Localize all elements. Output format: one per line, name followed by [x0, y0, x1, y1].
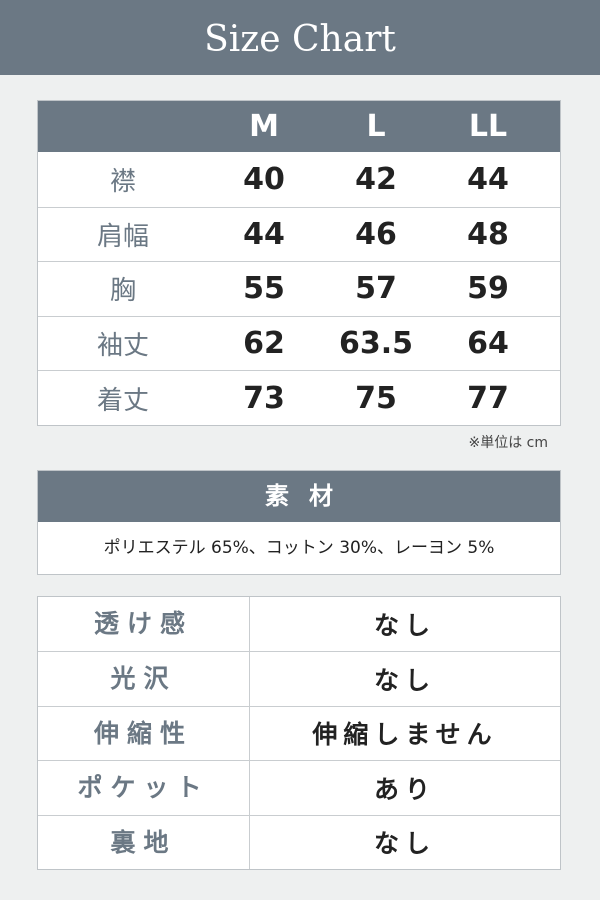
size-value: 59: [467, 271, 509, 307]
size-ll: LL: [468, 109, 508, 144]
material-heading: 素材: [38, 471, 560, 522]
property-value: なし: [373, 829, 436, 859]
size-value: 57: [355, 271, 397, 307]
table-row: 胸 55 57 59: [38, 261, 560, 316]
material-box: 素材 ポリエステル 65%、コットン 30%、レーヨン 5%: [37, 470, 561, 575]
property-label: 伸縮性: [38, 706, 250, 761]
unit-note: ※単位は cm: [468, 435, 548, 451]
property-row: ポケット あり: [38, 760, 560, 815]
row-label: 袖丈: [96, 331, 149, 362]
table-row: 着丈 73 75 77: [38, 370, 560, 425]
size-m: M: [249, 109, 279, 144]
property-row: 裏地 なし: [38, 814, 560, 869]
property-label: 透け感: [38, 597, 250, 652]
row-label: 襟: [109, 166, 136, 197]
property-value: あり: [373, 774, 436, 804]
property-value: なし: [373, 666, 436, 696]
property-row: 透け感 なし: [38, 597, 560, 652]
material-text: ポリエステル 65%、コットン 30%、レーヨン 5%: [103, 538, 495, 558]
property-label: ポケット: [38, 761, 250, 815]
page-title: Size Chart: [0, 0, 600, 75]
size-value: 75: [355, 380, 397, 416]
property-label: 光沢: [38, 652, 250, 706]
table-row: 肩幅 44 46 48: [38, 206, 560, 262]
row-label: 着丈: [96, 385, 149, 416]
size-value: 63.5: [338, 326, 414, 362]
size-value: 62: [243, 326, 285, 362]
size-value: 48: [467, 216, 509, 252]
property-row: 光沢 なし: [38, 651, 560, 706]
size-value: 73: [243, 380, 285, 416]
size-l: L: [366, 109, 386, 144]
size-header-row: M L LL: [38, 101, 560, 152]
size-value: 64: [467, 326, 509, 362]
size-value: 44: [467, 161, 509, 197]
property-label: 裏地: [38, 815, 250, 869]
size-value: 40: [243, 161, 285, 197]
property-row: 伸縮性 伸縮しません: [38, 705, 560, 761]
property-value: 伸縮しません: [312, 720, 498, 750]
size-value: 42: [355, 161, 397, 197]
size-value: 77: [467, 380, 509, 416]
size-table: M L LL 襟 40 42 44 肩幅 44 46 48 胸 55 57 59 袖丈 62 63.5 64 着…: [37, 100, 561, 426]
size-value: 55: [243, 271, 285, 307]
table-row: 袖丈 62 63.5 64: [38, 315, 560, 371]
properties-table: 透け感 なし 光沢 なし 伸縮性 伸縮しません ポケット あり 裏地 なし: [37, 596, 561, 870]
row-label: 肩幅: [96, 221, 149, 252]
property-value: なし: [373, 611, 436, 641]
size-value: 44: [243, 216, 285, 252]
row-label: 胸: [109, 276, 136, 307]
table-row: 襟 40 42 44: [38, 152, 560, 207]
size-value: 46: [355, 216, 397, 252]
